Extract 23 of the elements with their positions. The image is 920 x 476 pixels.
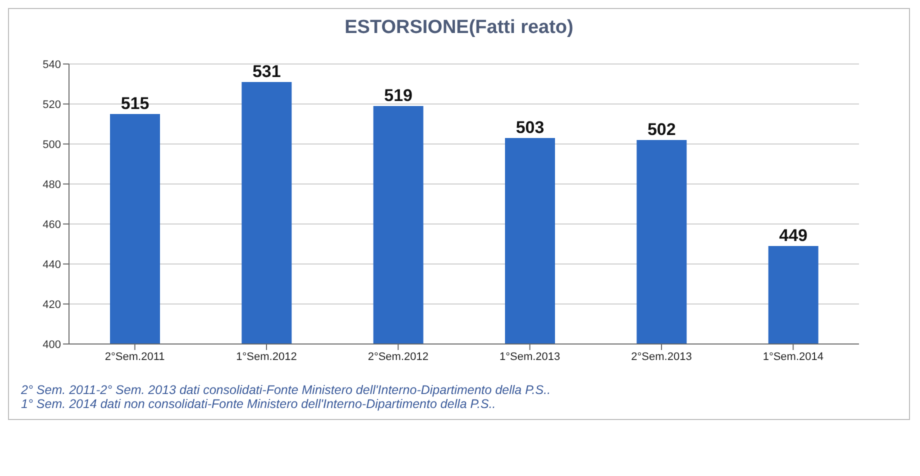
x-tick-label: 1°Sem.2014 bbox=[762, 350, 824, 363]
x-tick-label: 2°Sem.2012 bbox=[368, 350, 429, 363]
y-tick-label: 460 bbox=[42, 218, 61, 231]
chart-title: ESTORSIONE(Fatti reato) bbox=[344, 17, 574, 39]
y-tick-label: 400 bbox=[42, 338, 61, 351]
x-tick-label: 2°Sem.2011 bbox=[104, 350, 165, 363]
y-tick-label: 480 bbox=[42, 178, 61, 191]
data-label: 531 bbox=[252, 62, 281, 81]
text: 1° Sem. 2014 dati non consolidati-Fonte Ministero dell'Interno-Dipartimento della P.S.. bbox=[21, 397, 497, 411]
x-tick-label: 2°Sem.2013 bbox=[631, 350, 692, 363]
y-tick-label: 540 bbox=[42, 58, 61, 71]
y-tick-label: 420 bbox=[42, 298, 61, 311]
data-label: 515 bbox=[120, 94, 150, 113]
text: 2° Sem. 2011-2° Sem. 2013 dati consolidati-Fonte Ministero dell'Interno-Dipartimento della P.S.. bbox=[21, 383, 552, 397]
y-tick-label: 500 bbox=[42, 138, 61, 151]
x-tick-label: 1°Sem.2013 bbox=[499, 350, 560, 363]
data-label: 449 bbox=[779, 226, 808, 245]
y-tick-label: 520 bbox=[42, 98, 61, 111]
data-label: 503 bbox=[516, 118, 544, 137]
y-tick-label: 440 bbox=[42, 258, 61, 271]
data-label: 519 bbox=[384, 86, 413, 105]
x-tick-label: 1°Sem.2012 bbox=[236, 350, 297, 363]
data-label: 502 bbox=[647, 120, 676, 139]
